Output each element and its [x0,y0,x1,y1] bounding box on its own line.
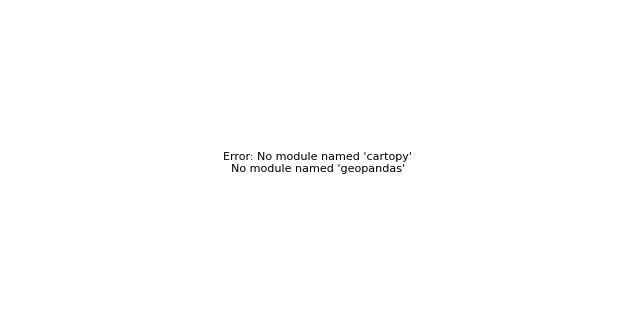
Text: Error: No module named 'cartopy'
No module named 'geopandas': Error: No module named 'cartopy' No modu… [223,152,412,174]
